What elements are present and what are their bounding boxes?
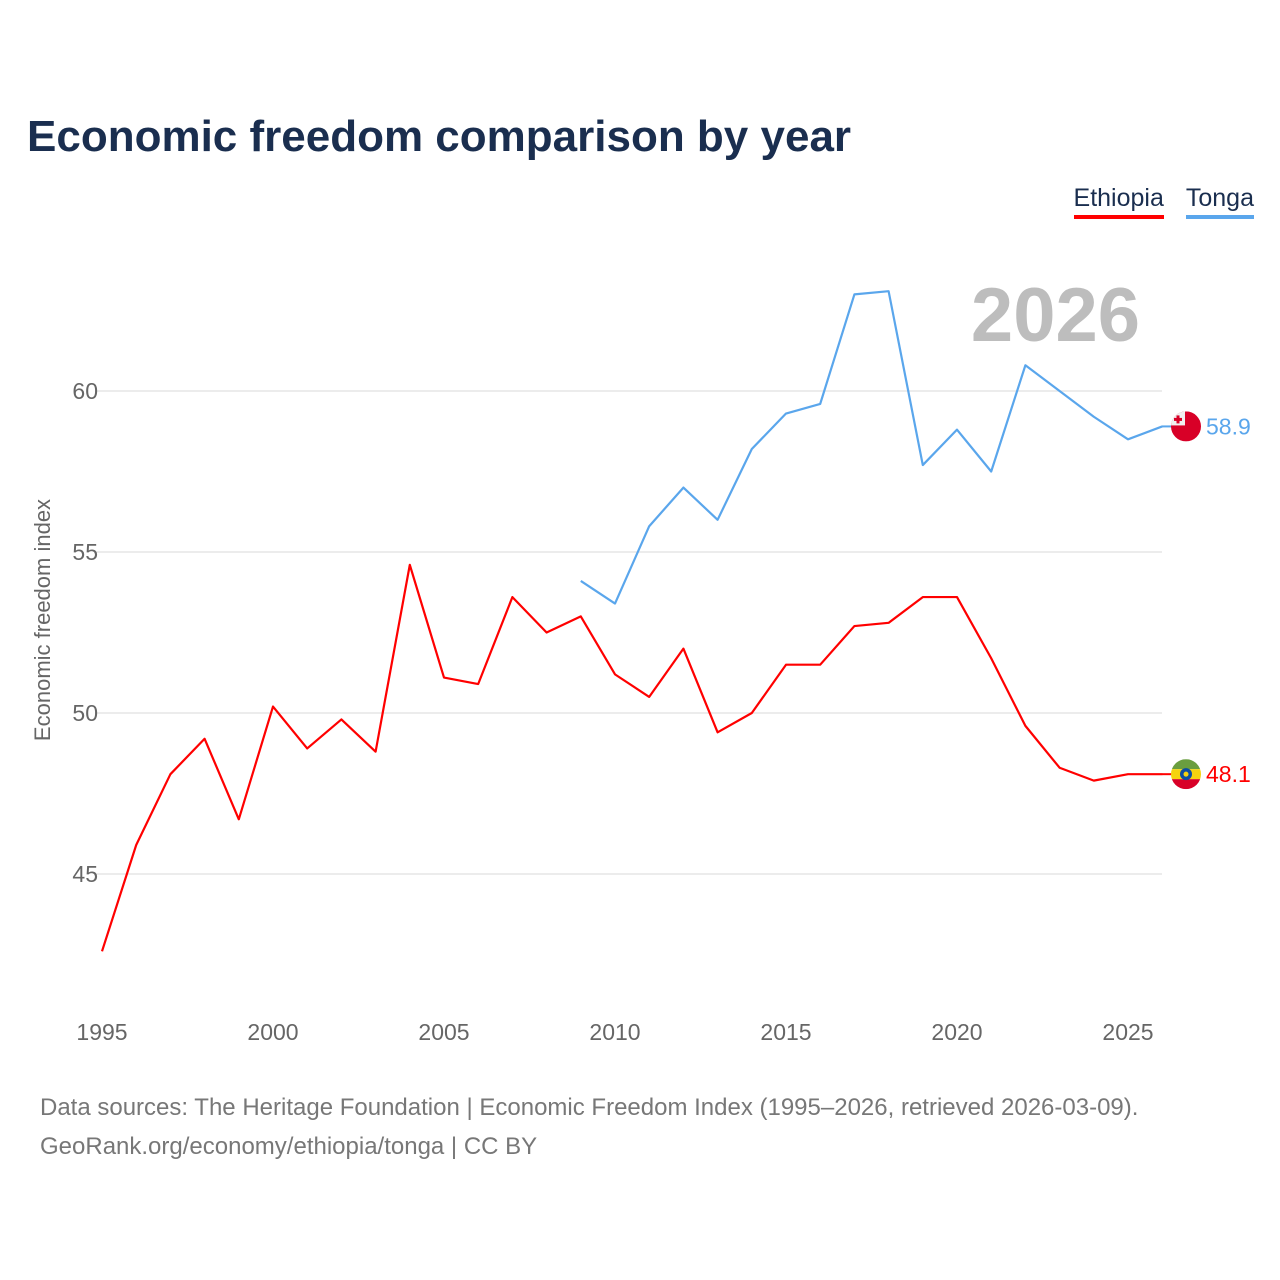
flag	[1171, 411, 1201, 442]
x-tick-label: 2010	[589, 1019, 640, 1045]
chart-title: Economic freedom comparison by year	[27, 112, 852, 161]
footer-link[interactable]: GeoRank.org/economy/ethiopia/tonga | CC …	[40, 1133, 538, 1160]
footer: Data sources: The Heritage Foundation | …	[40, 1088, 1138, 1166]
y-axis-label: Economic freedom index	[30, 499, 55, 741]
year-label: 2026	[971, 273, 1140, 358]
end-value-label: 58.9	[1206, 413, 1251, 439]
x-tick-label: 2000	[247, 1019, 298, 1045]
y-tick-label: 55	[72, 539, 98, 565]
flag-green	[1171, 759, 1201, 770]
series-line-ethiopia	[100, 563, 1163, 952]
y-tick-label: 50	[72, 700, 98, 726]
x-tick-label: 2020	[931, 1019, 982, 1045]
x-tick-label: 1995	[76, 1019, 127, 1045]
legend-ethiopia[interactable]: Ethiopia	[1073, 184, 1164, 219]
flag-cross-h	[1174, 417, 1182, 421]
legend-tonga[interactable]: Tonga	[1185, 184, 1254, 219]
x-tick-label: 2005	[418, 1019, 469, 1045]
x-tick-label: 2025	[1102, 1019, 1153, 1045]
series-line-tonga	[580, 290, 1163, 605]
flag-star	[1183, 771, 1189, 777]
footer-sources: Data sources: The Heritage Foundation | …	[40, 1094, 1139, 1121]
x-tick-label: 2015	[760, 1019, 811, 1045]
legend: Ethiopia Tonga	[1073, 184, 1254, 219]
flag	[1171, 759, 1201, 790]
end-value-label: 48.1	[1206, 761, 1251, 787]
y-tick-label: 60	[72, 378, 98, 404]
y-tick-label: 45	[72, 861, 98, 887]
ethiopia-flag-icon	[1171, 759, 1201, 790]
flag-red	[1171, 779, 1201, 790]
tonga-flag-icon	[1171, 411, 1201, 442]
